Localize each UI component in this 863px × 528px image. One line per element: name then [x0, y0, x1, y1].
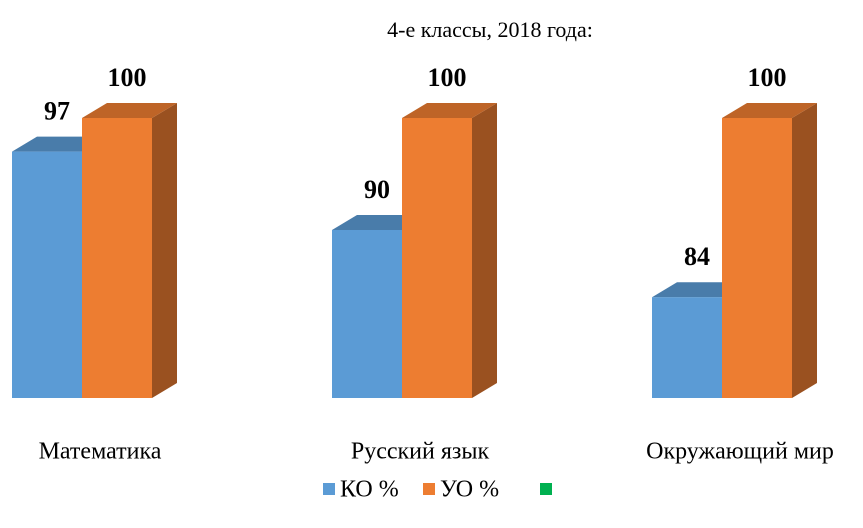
bar-top: [402, 103, 497, 118]
bar-top: [82, 103, 177, 118]
value-label: 100: [428, 63, 467, 92]
bar: [12, 151, 82, 398]
value-label: 97: [44, 97, 70, 126]
value-label: 84: [684, 242, 710, 271]
chart-title: 4-е классы, 2018 года:: [387, 17, 593, 42]
value-label: 90: [364, 175, 390, 204]
bar-side: [792, 103, 817, 398]
bar: [722, 118, 792, 398]
bar-side: [472, 103, 497, 398]
legend-swatch: [540, 483, 552, 495]
bar-side: [152, 103, 177, 398]
legend-label: КО %: [340, 477, 399, 503]
bar: [332, 230, 402, 398]
value-label: 100: [108, 63, 147, 92]
bar-top: [722, 103, 817, 118]
bar: [402, 118, 472, 398]
legend-swatch: [323, 483, 335, 495]
legend-label: УО %: [440, 477, 499, 503]
legend-swatch: [423, 483, 435, 495]
x-tick-label: Окружающий мир: [646, 439, 834, 465]
bar: [82, 118, 152, 398]
x-tick-label: Математика: [39, 439, 162, 465]
x-tick-label: Русский язык: [351, 439, 490, 465]
value-label: 100: [748, 63, 787, 92]
bar: [652, 297, 722, 398]
